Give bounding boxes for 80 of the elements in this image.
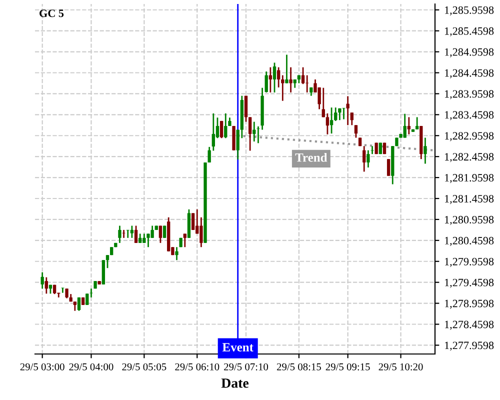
candlestick (318, 86, 321, 110)
x-tick-label: 29/5 09:15 (326, 363, 370, 370)
candlestick (322, 87, 325, 118)
candlestick (106, 254, 110, 269)
candlestick (386, 158, 390, 177)
candlestick (424, 137, 427, 164)
x-tick-label: 29/5 05:05 (122, 363, 166, 370)
ref-line-label: Event (222, 343, 254, 352)
x-tick-label: 29/5 06:10 (175, 363, 220, 370)
y-tick-label: 1,280.4598 (445, 236, 494, 246)
candlestick (252, 121, 256, 142)
candlestick (272, 62, 276, 94)
candlestick (77, 296, 81, 312)
candlestick (73, 300, 77, 312)
y-tick-label: 1,282.4598 (445, 153, 494, 162)
y-tick-label: 1,285.9598 (445, 6, 494, 16)
candlestick (40, 272, 44, 290)
candlestick (130, 225, 134, 239)
y-tick-label: 1,279.9598 (445, 258, 494, 267)
candlestick (407, 116, 411, 136)
candlestick (162, 225, 166, 239)
candlestick (212, 112, 215, 152)
series-label: Trend (295, 153, 328, 162)
candlestick (175, 246, 178, 261)
candlestick (150, 225, 154, 239)
x-tick-label: 29/5 07:10 (224, 363, 268, 370)
candlestick (142, 233, 146, 244)
candlestick (183, 233, 186, 248)
candlestick (354, 124, 358, 138)
y-tick-label: 1,278.9598 (445, 300, 494, 309)
candlestick (86, 292, 89, 306)
x-tick-label: 29/5 08:15 (276, 363, 321, 370)
candlestick (208, 146, 211, 164)
candlestick (200, 216, 203, 248)
x-tick-label: 29/5 10:20 (378, 363, 423, 370)
candlestick (342, 107, 346, 120)
candlestick (191, 212, 195, 231)
candlestick (264, 70, 268, 94)
candlestick (146, 233, 150, 248)
candlestick (285, 54, 288, 84)
candlestick (224, 112, 228, 139)
candlestick (126, 229, 130, 239)
candlestick (326, 112, 330, 136)
y-tick-label: 1,280.9598 (445, 216, 494, 226)
y-tick-label: 1,284.4598 (445, 69, 494, 78)
y-tick-label: 1,279.4598 (445, 278, 494, 288)
candlestick (403, 113, 406, 138)
candlestick (289, 66, 292, 94)
y-tick-label: 1,285.4598 (445, 27, 494, 36)
candlestick (134, 225, 138, 244)
x-axis-title: Date (221, 378, 249, 388)
candlestick (346, 96, 350, 126)
candlestick (44, 276, 48, 294)
candlestick (366, 150, 370, 168)
candlestick (220, 120, 224, 139)
candlestick (138, 233, 142, 244)
candlestick (122, 229, 126, 239)
y-tick-label: 1,278.4598 (445, 320, 494, 330)
x-tick-label: 29/5 03:00 (20, 363, 64, 370)
y-tick-label: 1,283.4598 (445, 111, 494, 120)
candlestick (268, 66, 272, 94)
candlestick (248, 116, 252, 152)
y-tick-label: 1,283.9598 (445, 90, 494, 100)
candlestick (118, 225, 122, 244)
candlestick (330, 106, 334, 134)
candlestick (362, 145, 366, 172)
y-tick-label: 1,281.4598 (445, 194, 494, 204)
y-tick-label: 1,281.9598 (445, 174, 494, 184)
y-tick-label: 1,282.9598 (445, 132, 494, 142)
y-tick-label: 1,284.9598 (445, 48, 494, 58)
candlestick (244, 95, 248, 122)
candlestick (158, 225, 162, 244)
candlestick (415, 116, 419, 130)
candlestick (334, 106, 338, 122)
candlestick (65, 288, 68, 299)
candlestick (276, 66, 280, 88)
y-tick-label: 1,277.9598 (445, 342, 494, 351)
x-tick-label: 29/5 04:00 (69, 363, 114, 370)
candlestick (350, 112, 354, 126)
chart-title: GC 5 (40, 10, 64, 18)
